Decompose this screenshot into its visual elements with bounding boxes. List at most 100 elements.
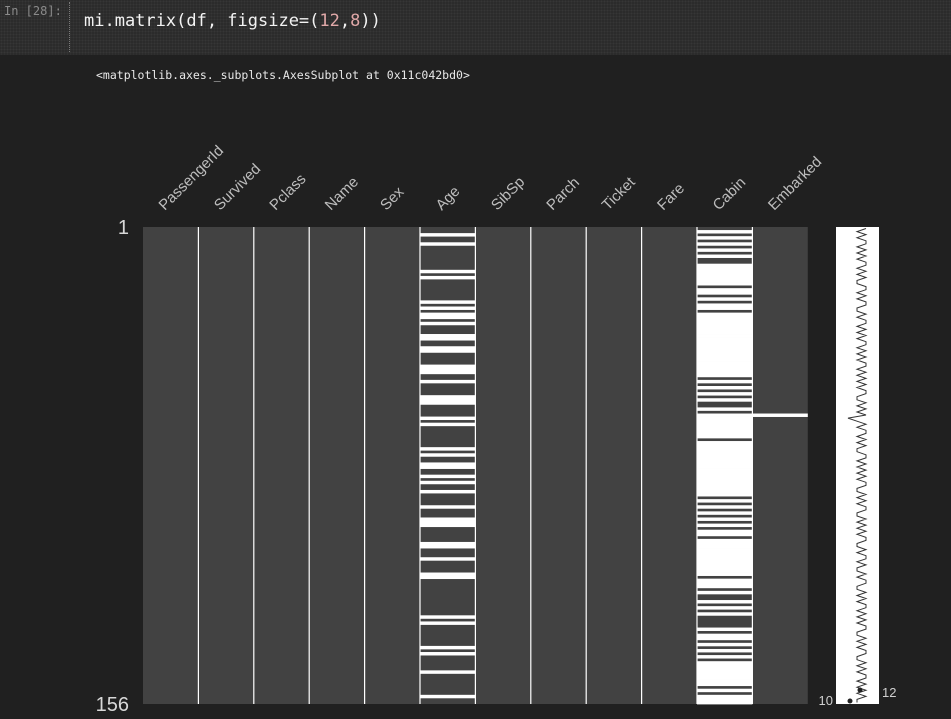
column-label-parch: Parch xyxy=(543,174,583,214)
missing-cell xyxy=(697,612,753,616)
missing-cell xyxy=(420,615,476,619)
missing-cell xyxy=(697,523,753,528)
column-label-name: Name xyxy=(322,174,362,214)
missing-cell xyxy=(420,337,476,341)
code-number-2: 8 xyxy=(350,11,361,31)
missing-cell xyxy=(420,398,476,402)
missing-cell xyxy=(420,306,476,310)
missing-cell xyxy=(697,682,753,687)
missing-cell xyxy=(697,444,753,448)
missing-cell xyxy=(420,517,476,521)
missing-cell xyxy=(697,318,753,323)
missing-cell xyxy=(697,303,753,307)
missing-cell xyxy=(697,667,753,671)
missing-cell xyxy=(697,655,753,659)
column-label-pclass: Pclass xyxy=(266,171,309,214)
missing-cell xyxy=(697,529,753,534)
missing-cell xyxy=(697,505,753,509)
missing-cell xyxy=(697,563,753,567)
missing-cell xyxy=(697,315,753,320)
missing-cell xyxy=(697,367,753,372)
missing-cell xyxy=(697,306,753,310)
missing-cell xyxy=(697,407,753,411)
prompt-divider xyxy=(69,2,70,52)
missing-cell xyxy=(697,370,753,375)
missing-cell xyxy=(697,379,753,384)
missing-cell xyxy=(697,242,753,246)
sparkline-panel xyxy=(836,227,879,704)
missing-cell xyxy=(697,321,753,326)
missing-cell xyxy=(697,572,753,576)
missing-cell xyxy=(752,413,808,417)
missing-cell xyxy=(697,324,753,329)
missing-cell xyxy=(420,300,476,304)
code-cell-input[interactable]: In [28]: mi.matrix(df, figsize=(12,8)) xyxy=(0,0,951,55)
missing-cell xyxy=(697,275,753,280)
missing-cell xyxy=(420,545,476,549)
sparkline-path xyxy=(847,228,868,703)
code-line[interactable]: mi.matrix(df, figsize=(12,8)) xyxy=(84,11,381,31)
missing-cell xyxy=(697,697,753,702)
missing-cell xyxy=(697,236,753,240)
missing-cell xyxy=(697,434,753,439)
missing-cell xyxy=(697,581,753,586)
missing-cell xyxy=(420,422,476,427)
sparkline-max-label: 12 xyxy=(882,685,896,700)
missing-cell xyxy=(697,468,753,473)
missing-cell xyxy=(697,560,753,564)
missing-cell xyxy=(420,621,476,625)
missing-cell xyxy=(697,355,753,359)
missing-cell xyxy=(420,447,476,451)
missing-cell xyxy=(697,566,753,570)
missing-cell xyxy=(420,275,476,280)
code-fn: mi.matrix(df, figsize=( xyxy=(84,11,320,31)
missing-cell xyxy=(420,489,476,494)
column-passengerid xyxy=(143,227,199,704)
missing-cell xyxy=(420,465,476,469)
missing-cell xyxy=(420,645,476,650)
column-sex xyxy=(364,227,420,704)
missing-cell xyxy=(697,447,753,451)
missing-cell xyxy=(697,541,753,546)
sparkline-max-dot xyxy=(857,687,863,693)
missing-cell xyxy=(420,694,476,699)
missing-cell xyxy=(697,499,753,503)
missing-cell xyxy=(697,627,753,632)
missing-cell xyxy=(697,459,753,463)
missing-cell xyxy=(697,254,753,258)
missing-cell xyxy=(697,642,753,647)
missing-cell xyxy=(420,395,476,399)
missing-cell xyxy=(697,263,753,268)
missing-cell xyxy=(420,462,476,466)
code-number-1: 12 xyxy=(319,11,340,31)
missing-cell xyxy=(697,312,753,317)
missing-cell xyxy=(697,392,753,396)
missing-cell xyxy=(420,269,476,274)
missing-cell xyxy=(697,248,753,252)
cell-prompt: In [28]: xyxy=(4,4,62,18)
missing-cell xyxy=(697,431,753,436)
missing-cell xyxy=(420,575,476,580)
missing-cell xyxy=(697,673,753,677)
missing-cell xyxy=(697,676,753,680)
missing-cell xyxy=(420,572,476,576)
missing-cell xyxy=(697,330,753,335)
column-pclass xyxy=(253,227,310,704)
missing-cell xyxy=(697,483,753,488)
missing-cell xyxy=(697,272,753,277)
column-fare xyxy=(641,227,697,704)
missing-cell xyxy=(697,419,753,424)
missing-cell xyxy=(697,600,753,604)
missing-cell xyxy=(697,670,753,674)
missing-cell xyxy=(697,269,753,274)
missing-cell xyxy=(697,489,753,494)
missing-cell xyxy=(420,474,476,479)
missing-cell xyxy=(697,471,753,476)
missing-cell xyxy=(697,462,753,466)
missing-cell xyxy=(420,520,476,524)
sparkline-min-dot xyxy=(847,698,853,704)
missing-cell xyxy=(420,334,476,338)
column-label-ticket: Ticket xyxy=(599,173,640,214)
missing-cell xyxy=(697,578,753,583)
missing-cell xyxy=(420,364,476,369)
